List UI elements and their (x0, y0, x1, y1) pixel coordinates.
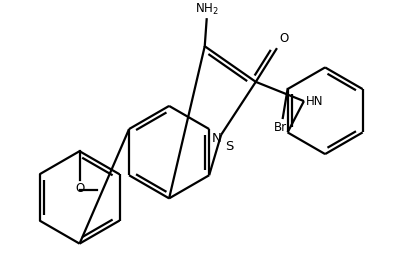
Text: O: O (75, 182, 84, 195)
Text: HN: HN (306, 95, 324, 108)
Text: N: N (212, 132, 222, 145)
Text: S: S (225, 140, 233, 153)
Text: NH$_2$: NH$_2$ (195, 2, 219, 17)
Text: O: O (279, 32, 288, 45)
Text: Br: Br (274, 121, 287, 134)
